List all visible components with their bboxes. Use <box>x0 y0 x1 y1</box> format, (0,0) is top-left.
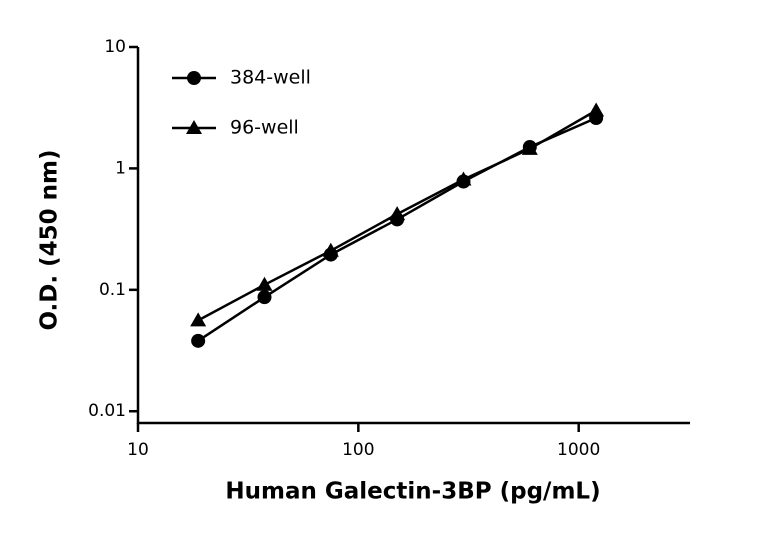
y-axis-title: O.D. (450 nm) <box>37 149 63 330</box>
y-tick-label: 10 <box>104 37 126 57</box>
marker <box>191 333 206 348</box>
legend-label: 384-well <box>230 67 311 89</box>
x-tick-label: 10 <box>127 440 149 460</box>
marker <box>256 276 273 291</box>
x-tick-label: 1000 <box>557 440 600 460</box>
marker <box>521 140 538 155</box>
legend-label: 96-well <box>230 117 299 139</box>
legend-marker <box>186 120 202 134</box>
legend-marker <box>187 71 201 85</box>
y-tick-label: 0.1 <box>99 280 126 300</box>
marker <box>190 312 207 327</box>
x-tick-label: 100 <box>342 440 374 460</box>
x-axis-title: Human Galectin-3BP (pg/mL) <box>225 479 600 505</box>
marker <box>322 242 339 257</box>
y-tick-label: 1 <box>115 158 126 178</box>
y-tick-label: 0.01 <box>88 401 126 421</box>
marker <box>588 102 605 117</box>
marker <box>455 171 472 186</box>
marker <box>389 206 406 221</box>
marker <box>257 290 272 305</box>
series-line <box>197 116 597 342</box>
